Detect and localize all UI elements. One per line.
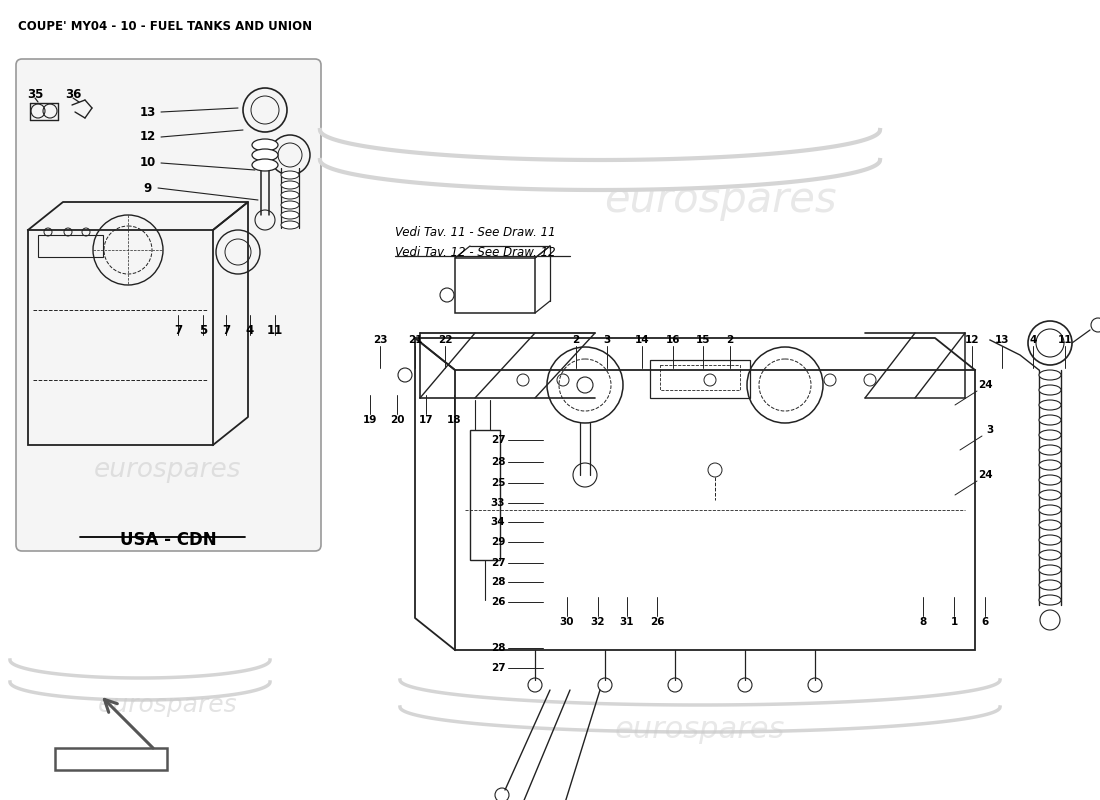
Ellipse shape [280,181,299,189]
Ellipse shape [1040,400,1062,410]
Text: 2: 2 [726,335,734,345]
Ellipse shape [252,159,278,171]
Text: 34: 34 [491,517,505,527]
Text: 10: 10 [140,157,156,170]
Text: 28: 28 [491,643,505,653]
Ellipse shape [1040,445,1062,455]
Text: 30: 30 [560,617,574,627]
Ellipse shape [280,211,299,219]
Text: 3: 3 [987,425,993,435]
Text: 25: 25 [491,478,505,488]
Text: 20: 20 [389,415,405,425]
Text: eurospares: eurospares [615,715,785,745]
Text: 17: 17 [419,415,433,425]
Ellipse shape [1040,430,1062,440]
Text: 7: 7 [174,323,183,337]
Ellipse shape [280,201,299,209]
Text: 6: 6 [981,617,989,627]
Text: 16: 16 [666,335,680,345]
Bar [455,258,535,313]
Text: 31: 31 [619,617,635,627]
Ellipse shape [1040,595,1062,605]
Ellipse shape [1040,385,1062,395]
Text: 12: 12 [140,130,156,143]
Text: 32: 32 [591,617,605,627]
Bar [650,360,750,398]
Text: 3: 3 [604,335,611,345]
Bar [660,365,740,390]
Ellipse shape [280,221,299,229]
Bar [455,370,975,650]
Text: 36: 36 [65,89,81,102]
Bar [28,230,213,445]
Ellipse shape [1040,535,1062,545]
Text: 4: 4 [246,323,254,337]
Text: 35: 35 [26,89,43,102]
Text: 28: 28 [491,457,505,467]
Text: 22: 22 [438,335,452,345]
Text: eurospares: eurospares [98,693,238,717]
Ellipse shape [1040,415,1062,425]
Ellipse shape [1040,490,1062,500]
Text: 27: 27 [491,435,505,445]
Text: 14: 14 [635,335,649,345]
Text: USA - CDN: USA - CDN [120,531,217,549]
Ellipse shape [1040,520,1062,530]
Text: 18: 18 [447,415,461,425]
Ellipse shape [1040,565,1062,575]
Text: 26: 26 [491,597,505,607]
Bar [55,748,167,770]
Text: 29: 29 [491,537,505,547]
Ellipse shape [1040,475,1062,485]
Text: 27: 27 [491,558,505,568]
Bar [470,430,500,560]
Text: 33: 33 [491,498,505,508]
Text: 24: 24 [978,470,992,480]
Text: 13: 13 [140,106,156,118]
Text: 9: 9 [144,182,152,194]
Text: 21: 21 [408,335,422,345]
Text: 7: 7 [222,323,230,337]
Text: 5: 5 [199,323,207,337]
Text: Vedi Tav. 12 - See Draw. 12: Vedi Tav. 12 - See Draw. 12 [395,246,556,258]
Text: 28: 28 [491,577,505,587]
Text: 15: 15 [695,335,711,345]
Text: 12: 12 [965,335,979,345]
Text: 13: 13 [994,335,1010,345]
Text: 26: 26 [650,617,664,627]
Text: 8: 8 [920,617,926,627]
Text: eurospares: eurospares [95,457,242,483]
Text: 23: 23 [373,335,387,345]
Bar [39,235,103,257]
Ellipse shape [1040,460,1062,470]
Text: 11: 11 [1058,335,1072,345]
Ellipse shape [1040,550,1062,560]
Ellipse shape [252,139,278,151]
Ellipse shape [252,149,278,161]
FancyBboxPatch shape [16,59,321,551]
Text: COUPE' MY04 - 10 - FUEL TANKS AND UNION: COUPE' MY04 - 10 - FUEL TANKS AND UNION [18,20,312,33]
Ellipse shape [1040,580,1062,590]
Text: 2: 2 [572,335,580,345]
Text: Vedi Tav. 11 - See Draw. 11: Vedi Tav. 11 - See Draw. 11 [395,226,556,238]
Text: 19: 19 [363,415,377,425]
Ellipse shape [280,191,299,199]
Text: 11: 11 [267,323,283,337]
Text: 1: 1 [950,617,958,627]
Text: eurospares: eurospares [604,179,836,221]
Text: 27: 27 [491,663,505,673]
Ellipse shape [280,171,299,179]
Ellipse shape [1040,370,1062,380]
Text: 4: 4 [1030,335,1036,345]
Text: 24: 24 [978,380,992,390]
Ellipse shape [1040,505,1062,515]
